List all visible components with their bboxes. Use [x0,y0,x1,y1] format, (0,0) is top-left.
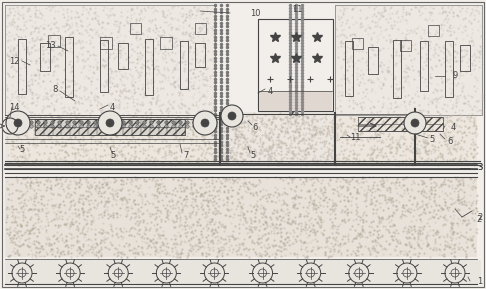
Text: 2: 2 [476,214,481,223]
Circle shape [14,119,22,127]
Text: 3: 3 [477,164,483,173]
Text: 7: 7 [183,151,189,160]
Text: 5: 5 [250,151,256,160]
Bar [258,19,333,111]
Bar [445,41,453,97]
Bar [368,47,378,74]
Bar [18,39,26,94]
Bar [130,23,141,34]
Bar [460,45,470,71]
Text: 4: 4 [109,103,115,112]
Circle shape [221,105,243,127]
Text: 8: 8 [52,84,58,94]
Text: 1: 1 [477,277,483,286]
Bar [5,5,215,115]
Circle shape [193,111,217,135]
Bar [5,260,481,284]
Circle shape [98,111,122,135]
Text: 6: 6 [252,123,258,131]
Text: 12: 12 [9,57,19,66]
Bar [40,43,50,71]
Bar [195,43,205,67]
Text: 5: 5 [19,144,25,153]
Bar [145,39,153,95]
Bar [393,40,401,98]
Bar [180,41,188,89]
Bar [100,37,112,49]
Text: 3: 3 [477,164,483,173]
Text: 11: 11 [292,5,302,14]
Bar [5,177,477,257]
Text: 4: 4 [451,123,456,132]
Text: 13: 13 [45,42,55,51]
Text: 2: 2 [477,212,483,221]
Bar [35,119,185,135]
Bar [222,112,335,165]
Bar [160,37,172,49]
Circle shape [228,112,236,120]
Bar [345,41,353,96]
Bar [352,38,363,49]
Circle shape [6,111,30,135]
Text: 11: 11 [350,132,360,142]
Bar [400,40,411,51]
Text: 5: 5 [429,136,434,144]
Bar [48,35,60,47]
Bar [420,41,428,91]
Bar [428,25,439,36]
Circle shape [201,119,209,127]
Text: 10: 10 [250,8,260,18]
Circle shape [404,112,426,134]
Circle shape [411,119,419,127]
Bar [358,117,443,131]
Bar [259,91,332,111]
Circle shape [106,119,114,127]
Text: 6: 6 [447,136,452,145]
Text: 14: 14 [9,103,19,112]
Bar [100,40,108,92]
Bar [5,115,477,165]
Text: 5: 5 [110,151,116,160]
Text: 4: 4 [267,86,273,95]
Bar [65,37,73,97]
Text: 9: 9 [452,71,458,81]
Bar [195,23,206,34]
Bar [118,43,128,69]
Bar [335,5,482,115]
